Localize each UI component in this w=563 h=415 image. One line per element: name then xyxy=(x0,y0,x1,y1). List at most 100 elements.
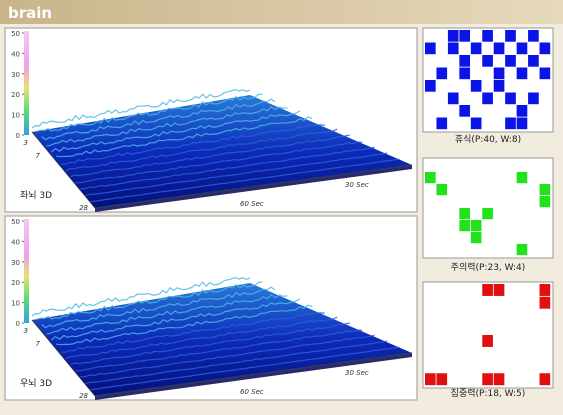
grid-cell xyxy=(482,30,493,42)
plot-label: 좌뇌 3D xyxy=(20,190,52,201)
grid-label: 휴식(P:40, W:8) xyxy=(455,134,521,145)
surface-ridge xyxy=(80,334,375,378)
time-label: 30 Sec xyxy=(345,369,369,377)
surface-ridge xyxy=(51,298,301,341)
surface-ridge xyxy=(36,93,263,132)
depth-label: 28 xyxy=(79,204,88,212)
grid-cell xyxy=(516,105,528,117)
header-title: brain xyxy=(8,4,52,22)
grid-cell xyxy=(516,117,528,130)
surface-ridge xyxy=(70,322,350,365)
surface xyxy=(32,283,412,396)
depth-label: 7 xyxy=(36,340,41,348)
color-bar xyxy=(24,31,29,135)
z-tick-label: 20 xyxy=(11,91,20,99)
grid-cell xyxy=(459,67,471,80)
grid-cell xyxy=(482,92,493,105)
grid-cell xyxy=(470,80,482,92)
plot-3d: 0 10 20 30 40 50 37 28 60 Sec 30 Sec 우뇌 3D xyxy=(4,215,418,401)
surface-ridge xyxy=(56,304,313,346)
surface-ridge xyxy=(51,110,301,153)
pattern-grid: 집중력(P:18, W:5) xyxy=(422,281,554,399)
grid-cell xyxy=(470,220,482,232)
grid-cell xyxy=(539,296,551,309)
axis-line xyxy=(31,319,413,397)
time-label: 30 Sec xyxy=(345,181,369,189)
z-tick-label: 10 xyxy=(11,300,20,308)
grid-cell xyxy=(505,30,516,42)
time-label: 60 Sec xyxy=(240,200,264,208)
depth-label: 3 xyxy=(24,327,28,335)
grid-cell xyxy=(528,55,539,67)
z-tick-label: 0 xyxy=(16,320,20,328)
surface-ridge xyxy=(65,128,338,172)
z-tick-label: 10 xyxy=(11,112,20,120)
surface-base xyxy=(95,353,412,400)
z-tick-label: 40 xyxy=(11,50,20,58)
grid-cell xyxy=(493,284,505,296)
surface-ridge xyxy=(46,106,288,147)
grid-cell xyxy=(470,117,482,130)
grid-cell xyxy=(425,80,436,92)
grid-cell xyxy=(539,373,551,386)
surface-ridge xyxy=(61,312,325,353)
depth-label: 7 xyxy=(36,152,41,160)
grid-cell xyxy=(482,208,493,220)
grid-cell xyxy=(482,373,493,386)
axis-line xyxy=(31,131,413,209)
grid-cell xyxy=(528,30,539,42)
grid-cell xyxy=(436,184,448,196)
grid-cell xyxy=(539,67,551,80)
grid-cell xyxy=(425,42,436,55)
pattern-grid: 휴식(P:40, W:8) xyxy=(422,27,554,145)
z-tick-label: 50 xyxy=(11,30,20,38)
grid-cell xyxy=(516,42,528,55)
grid-cell xyxy=(436,117,448,130)
z-tick-label: 50 xyxy=(11,218,20,226)
grid-cell xyxy=(539,42,551,55)
grid-cell xyxy=(459,55,471,67)
depth-label: 3 xyxy=(24,139,28,147)
grid-cell xyxy=(482,335,493,347)
z-tick-label: 0 xyxy=(16,132,20,140)
surface-base xyxy=(95,165,412,212)
header-bar xyxy=(0,0,563,24)
grid-label: 집중력(P:18, W:5) xyxy=(451,387,526,399)
grid-cell xyxy=(425,373,436,386)
surface-ridge xyxy=(70,134,350,177)
z-tick-label: 30 xyxy=(11,259,20,267)
surface xyxy=(32,95,412,208)
grid-cell xyxy=(505,117,516,130)
z-tick-label: 40 xyxy=(11,238,20,246)
grid-cell xyxy=(470,232,482,244)
grid-cell xyxy=(482,55,493,67)
grid-cell xyxy=(436,373,448,386)
surface-ridge xyxy=(75,329,363,372)
grid-cell xyxy=(425,172,436,184)
grid-cell xyxy=(493,42,505,55)
grid-cell xyxy=(447,42,459,55)
z-tick-label: 30 xyxy=(11,71,20,79)
surface-ridge xyxy=(85,340,388,385)
grid-cell xyxy=(539,184,551,196)
surface-ridge xyxy=(46,294,288,335)
color-bar xyxy=(24,219,29,323)
grid-cell xyxy=(516,67,528,80)
plot-3d: 0 10 20 30 40 50 37 28 60 Sec 30 Sec 좌뇌 3D xyxy=(4,27,418,213)
grid-cell xyxy=(459,30,471,42)
surface-ridge xyxy=(56,116,313,158)
surface-ridge xyxy=(90,158,400,203)
plot-label: 우뇌 3D xyxy=(20,378,52,389)
grid-cell xyxy=(528,92,539,105)
surface-ridge xyxy=(65,316,338,360)
surface-ridge xyxy=(61,124,325,165)
grid-cell xyxy=(482,284,493,296)
grid-cell xyxy=(459,208,471,220)
grid-cell xyxy=(505,92,516,105)
grid-cell xyxy=(436,67,448,80)
surface-ridge xyxy=(80,146,375,190)
grid-cell xyxy=(539,196,551,208)
depth-label: 28 xyxy=(79,392,88,400)
grid-label: 주의력(P:23, W:4) xyxy=(451,261,526,273)
